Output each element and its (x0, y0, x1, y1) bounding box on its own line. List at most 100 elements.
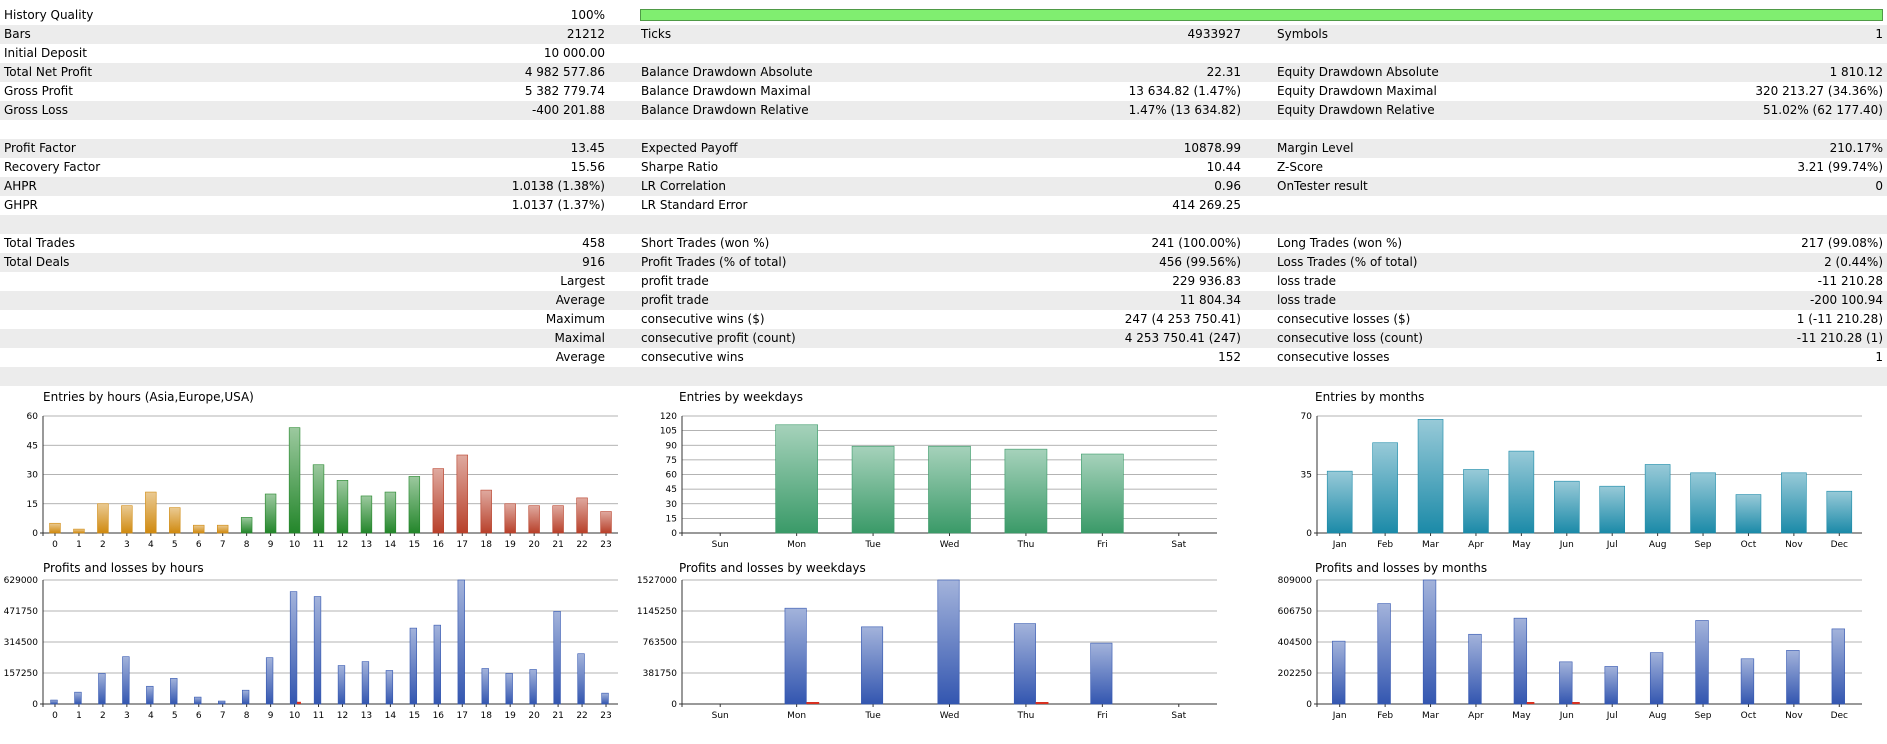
x-tick-label: Sat (1171, 711, 1186, 721)
stat-label: Recovery Factor (4, 160, 101, 174)
stat-label: profit trade (641, 293, 709, 307)
stat-value: 13.45 (570, 141, 605, 155)
x-tick-label: 19 (504, 711, 516, 721)
bar (121, 505, 133, 534)
profit-bar (1649, 652, 1664, 705)
stat-value: 4 253 750.41 (247) (1124, 331, 1241, 345)
stat-value: 916 (582, 255, 605, 269)
x-tick-label: 5 (172, 540, 178, 550)
profit-bar (1377, 603, 1391, 705)
x-tick-label: 10 (289, 711, 301, 721)
x-tick-label: 23 (600, 711, 611, 721)
bar (264, 493, 277, 534)
x-tick-label: Jun (1559, 540, 1574, 550)
chart-title: Profits and losses by hours (43, 561, 204, 575)
bar (1690, 472, 1716, 534)
stat-label: Equity Drawdown Absolute (1277, 65, 1439, 79)
x-tick-label: 11 (313, 711, 324, 721)
bar (49, 522, 61, 534)
x-tick-label: 15 (409, 540, 420, 550)
profit-bar (194, 696, 202, 705)
x-tick-label: Oct (1741, 711, 1757, 721)
stats-row: Average consecutive wins 152 consecutive lo… (0, 348, 1887, 367)
x-tick-label: 4 (148, 540, 154, 550)
y-tick-label: 157250 (4, 669, 39, 679)
stat-label: LR Correlation (641, 179, 727, 193)
profit-bar (1090, 642, 1113, 705)
bar (336, 480, 349, 534)
profit-bar (1468, 633, 1482, 705)
loss-bar (1526, 702, 1535, 704)
x-tick-label: 13 (361, 540, 372, 550)
x-tick-label: 7 (220, 540, 226, 550)
y-tick-label: 70 (1301, 412, 1313, 422)
x-tick-label: May (1512, 711, 1531, 721)
stat-value: 0.96 (1214, 179, 1241, 193)
profit-bar (937, 579, 960, 705)
stat-label: Sharpe Ratio (641, 160, 719, 174)
x-tick-label: 20 (528, 540, 540, 550)
x-tick-label: 14 (385, 711, 397, 721)
entries-by-months-chart: Entries by months 0 35 70 Jan Feb Mar Apr May Ju… (1280, 390, 1887, 550)
x-tick-label: 19 (504, 540, 516, 550)
stat-value: 1 (1875, 350, 1883, 364)
stats-row (0, 215, 1887, 234)
x-tick-label: 7 (220, 711, 226, 721)
stat-label: Gross Loss (4, 103, 68, 117)
y-tick-label: 75 (666, 456, 677, 466)
bar (1554, 480, 1580, 534)
y-tick-label: 202250 (1278, 669, 1313, 679)
x-tick-label: Jan (1332, 540, 1347, 550)
row-qualifier: Average (555, 350, 605, 364)
stats-row: Average profit trade 11 804.34 loss trade -2… (0, 291, 1887, 310)
x-tick-label: 17 (457, 711, 468, 721)
profit-bar (577, 653, 585, 705)
y-tick-label: 0 (32, 529, 38, 539)
bar (928, 445, 971, 534)
x-tick-label: Sep (1695, 711, 1712, 721)
history-quality-row: History Quality 100% (0, 6, 1887, 25)
y-tick-label: 0 (1306, 529, 1312, 539)
x-tick-label: 1 (76, 711, 82, 721)
stat-value: 229 936.83 (1172, 274, 1241, 288)
stat-label: consecutive wins ($) (641, 312, 765, 326)
x-tick-label: 17 (457, 540, 468, 550)
profit-bar (218, 700, 226, 705)
x-tick-label: 9 (268, 540, 274, 550)
x-tick-label: May (1512, 540, 1531, 550)
bar (240, 517, 253, 534)
stat-value: 414 269.25 (1172, 198, 1241, 212)
bar (552, 505, 564, 534)
bar (1508, 450, 1535, 534)
stat-label: Short Trades (won %) (641, 236, 770, 250)
profit-bar (1513, 617, 1528, 705)
history-quality-bar (640, 9, 1883, 21)
x-tick-label: Feb (1377, 540, 1393, 550)
profit-bar (505, 673, 513, 705)
x-tick-label: Apr (1468, 540, 1484, 550)
x-tick-label: 22 (576, 540, 587, 550)
x-tick-label: 9 (268, 711, 274, 721)
y-tick-label: 381750 (643, 669, 678, 679)
profit-bar (170, 678, 178, 705)
stat-label: Profit Factor (4, 141, 76, 155)
row-qualifier: Maximal (554, 331, 605, 345)
stats-row: Total Trades 458 Short Trades (won %) 241 (… (0, 234, 1887, 253)
x-tick-label: 12 (337, 540, 348, 550)
bar (456, 454, 468, 534)
bar (1081, 453, 1124, 534)
stat-value: 458 (582, 236, 605, 250)
x-tick-label: 21 (552, 711, 563, 721)
loss-bar (806, 702, 820, 704)
x-tick-label: Sat (1171, 540, 1186, 550)
stat-value: 241 (100.00%) (1151, 236, 1241, 250)
x-tick-label: 6 (196, 540, 202, 550)
x-tick-label: Jul (1606, 540, 1618, 550)
profit-bar (1604, 666, 1618, 705)
stat-label: Initial Deposit (4, 46, 87, 60)
x-tick-label: 20 (528, 711, 540, 721)
stats-row: Total Net Profit 4 982 577.86 Balance Draw… (0, 63, 1887, 82)
profit-bar (74, 691, 82, 705)
profit-bar (1422, 579, 1437, 705)
bar (504, 503, 516, 534)
